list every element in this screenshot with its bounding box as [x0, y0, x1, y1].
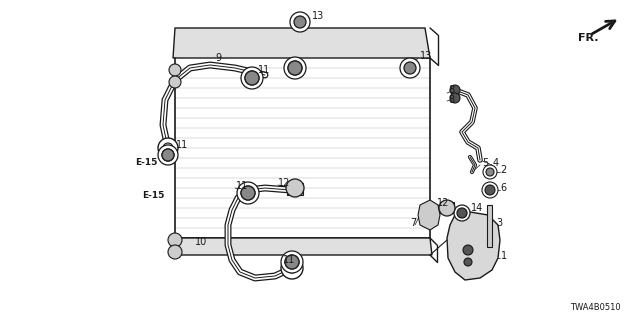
Circle shape	[288, 61, 302, 75]
Circle shape	[464, 258, 472, 266]
Circle shape	[284, 57, 306, 79]
Text: 8: 8	[448, 95, 454, 105]
Circle shape	[168, 233, 182, 247]
Circle shape	[486, 168, 494, 176]
Polygon shape	[174, 238, 432, 255]
Circle shape	[168, 245, 182, 259]
Circle shape	[404, 62, 416, 74]
Text: 9: 9	[215, 53, 221, 63]
Circle shape	[285, 255, 299, 269]
Text: 2: 2	[500, 165, 506, 175]
Text: 14: 14	[471, 203, 483, 213]
Circle shape	[287, 263, 297, 273]
Circle shape	[245, 71, 259, 85]
Text: 7: 7	[410, 218, 416, 228]
Bar	[440, 202, 454, 213]
Bar	[487, 205, 492, 247]
Circle shape	[162, 149, 174, 161]
Circle shape	[457, 208, 467, 218]
Circle shape	[169, 64, 181, 76]
Circle shape	[158, 145, 178, 165]
Circle shape	[281, 251, 303, 273]
Circle shape	[241, 186, 255, 200]
Circle shape	[237, 182, 259, 204]
Text: E-15: E-15	[135, 157, 157, 166]
Circle shape	[450, 93, 460, 103]
Text: TWA4B0510: TWA4B0510	[570, 303, 621, 313]
Circle shape	[286, 179, 304, 197]
Circle shape	[285, 255, 299, 269]
Circle shape	[485, 185, 495, 195]
Circle shape	[450, 85, 460, 95]
Text: 8: 8	[448, 85, 454, 95]
Text: FR.: FR.	[578, 33, 598, 43]
Circle shape	[294, 16, 306, 28]
Text: 5: 5	[482, 158, 488, 168]
Text: 13: 13	[312, 11, 324, 21]
Circle shape	[400, 58, 420, 78]
Text: 11: 11	[283, 255, 295, 265]
Text: 11: 11	[236, 181, 248, 191]
Circle shape	[163, 143, 173, 153]
Text: 4: 4	[493, 158, 499, 168]
Text: 13: 13	[420, 51, 432, 61]
Text: E-15: E-15	[142, 190, 164, 199]
Circle shape	[454, 205, 470, 221]
Circle shape	[169, 76, 181, 88]
Circle shape	[162, 149, 174, 161]
Circle shape	[463, 245, 473, 255]
Polygon shape	[447, 212, 500, 280]
Text: 12: 12	[437, 198, 449, 208]
Circle shape	[288, 61, 302, 75]
Circle shape	[241, 67, 263, 89]
Bar	[287, 183, 303, 195]
Circle shape	[439, 200, 455, 216]
Circle shape	[158, 138, 178, 158]
Circle shape	[281, 257, 303, 279]
Circle shape	[482, 182, 498, 198]
Text: 3: 3	[496, 218, 502, 228]
Text: 11: 11	[176, 140, 188, 150]
Text: 6: 6	[500, 183, 506, 193]
Polygon shape	[173, 28, 430, 58]
Text: 1: 1	[501, 251, 507, 261]
Circle shape	[241, 186, 255, 200]
Circle shape	[483, 165, 497, 179]
Circle shape	[290, 12, 310, 32]
Circle shape	[245, 71, 259, 85]
Text: 10: 10	[195, 237, 207, 247]
Polygon shape	[418, 200, 440, 230]
Text: 11: 11	[258, 65, 270, 75]
Text: 12: 12	[278, 178, 291, 188]
